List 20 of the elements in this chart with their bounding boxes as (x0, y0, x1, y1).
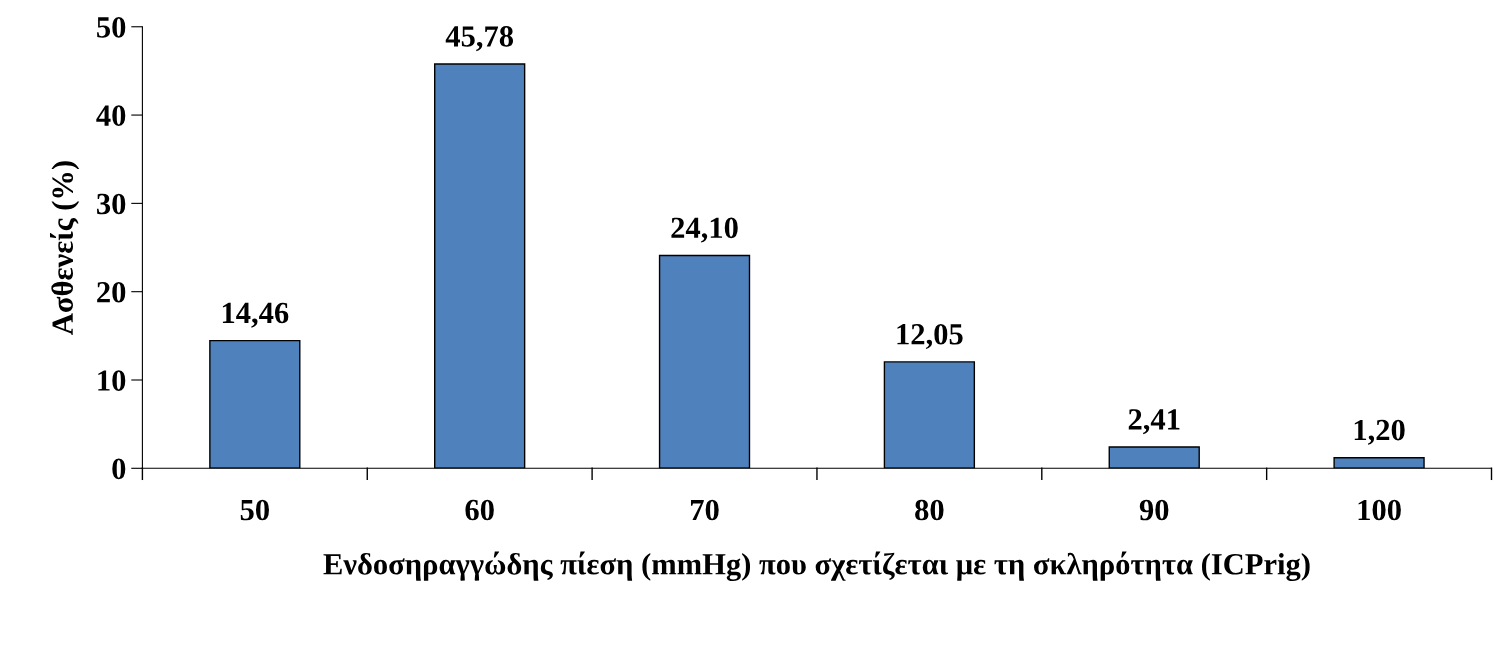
data-label: 14,46 (222, 302, 289, 328)
x-tick-label: 60 (465, 499, 494, 521)
data-label: 24,10 (671, 217, 738, 243)
x-axis-title: Ενδοσηραγγώδης πίεση (mmHg) που σχετίζεται με τη σκληρότητα (ICPrig) (323, 551, 1310, 582)
x-tick-label: 80 (915, 499, 944, 521)
x-tick-label: 70 (691, 499, 719, 521)
x-tick-label: 90 (1139, 499, 1169, 521)
y-tick-label: 40 (96, 105, 126, 126)
data-label: 12,05 (897, 323, 963, 349)
data-label: 45,78 (445, 26, 514, 52)
y-tick-label: 0 (112, 458, 126, 480)
y-axis-title: Ασθενείς (%) (50, 161, 80, 335)
x-tick-label: 100 (1358, 499, 1401, 521)
y-tick-label: 50 (97, 17, 126, 38)
data-label: 2,41 (1128, 409, 1180, 435)
x-tick-label: 50 (240, 499, 269, 521)
y-tick-label: 20 (97, 281, 126, 303)
y-tick-label: 10 (98, 370, 126, 391)
data-label: 1,20 (1354, 419, 1405, 445)
y-tick-label: 30 (97, 193, 126, 215)
